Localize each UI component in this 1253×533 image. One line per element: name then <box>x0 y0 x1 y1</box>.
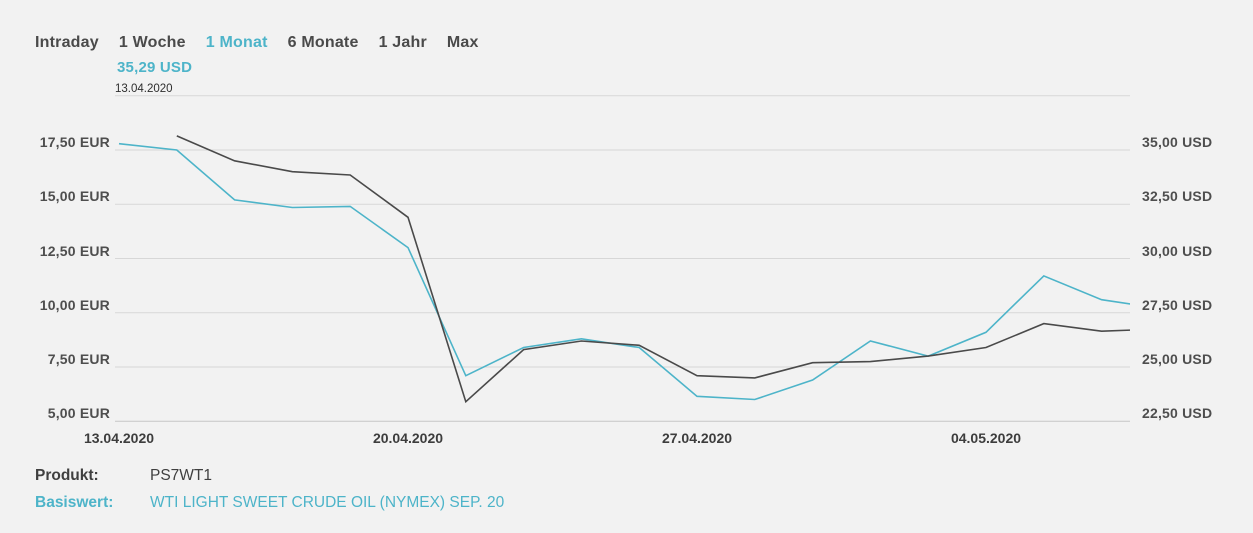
y-axis-label-eur: 7,50 EUR <box>47 351 110 367</box>
product-label: Produkt: <box>35 467 99 484</box>
basiswert-label: Basiswert: <box>35 494 114 511</box>
tab-1-jahr[interactable]: 1 Jahr <box>378 34 427 51</box>
y-axis-label-eur: 10,00 EUR <box>39 296 110 313</box>
x-axis-label: 04.05.2020 <box>950 430 1022 446</box>
series-line-usd <box>118 142 1130 401</box>
y-axis-label-usd: 32,50 USD <box>1142 188 1213 205</box>
hover-value: 35,29 USD <box>117 59 193 76</box>
y-axis-label-eur: 12,50 EUR <box>39 242 110 259</box>
x-axis-label: 13.04.2020 <box>83 430 155 446</box>
basiswert-row: Basiswert: WTI LIGHT SWEET CRUDE OIL (NY… <box>35 494 504 512</box>
y-axis-label-eur: 15,00 EUR <box>39 188 110 205</box>
tab-1-monat[interactable]: 1 Monat <box>205 34 268 51</box>
x-axis-label: 20.04.2020 <box>372 430 444 446</box>
y-axis-label-usd: 30,00 USD <box>1142 242 1213 259</box>
hover-date: 13.04.2020 <box>115 83 173 95</box>
tab-intraday[interactable]: Intraday <box>35 34 99 51</box>
basiswert-value: WTI LIGHT SWEET CRUDE OIL (NYMEX) SEP. 2… <box>150 494 505 511</box>
y-axis-label-usd: 25,00 USD <box>1142 351 1213 367</box>
y-axis-label-usd: 27,50 USD <box>1142 296 1213 313</box>
tab-max[interactable]: Max <box>446 34 479 51</box>
product-value: PS7WT1 <box>150 467 213 484</box>
x-axis-label: 27.04.2020 <box>661 430 733 446</box>
range-tabs: Intraday 1 Woche 1 Monat 6 Monate 1 Jahr Max <box>35 34 479 52</box>
tab-6-monate[interactable]: 6 Monate <box>287 34 359 51</box>
y-axis-label-usd: 22,50 USD <box>1142 405 1213 422</box>
y-axis-label-eur: 5,00 EUR <box>47 405 110 422</box>
y-axis-label-eur: 17,50 EUR <box>39 134 110 150</box>
series-line-eur <box>176 135 1130 404</box>
product-row: Produkt: PS7WT1 <box>35 467 212 485</box>
tab-1-woche[interactable]: 1 Woche <box>118 34 186 51</box>
y-axis-label-usd: 35,00 USD <box>1142 134 1213 150</box>
